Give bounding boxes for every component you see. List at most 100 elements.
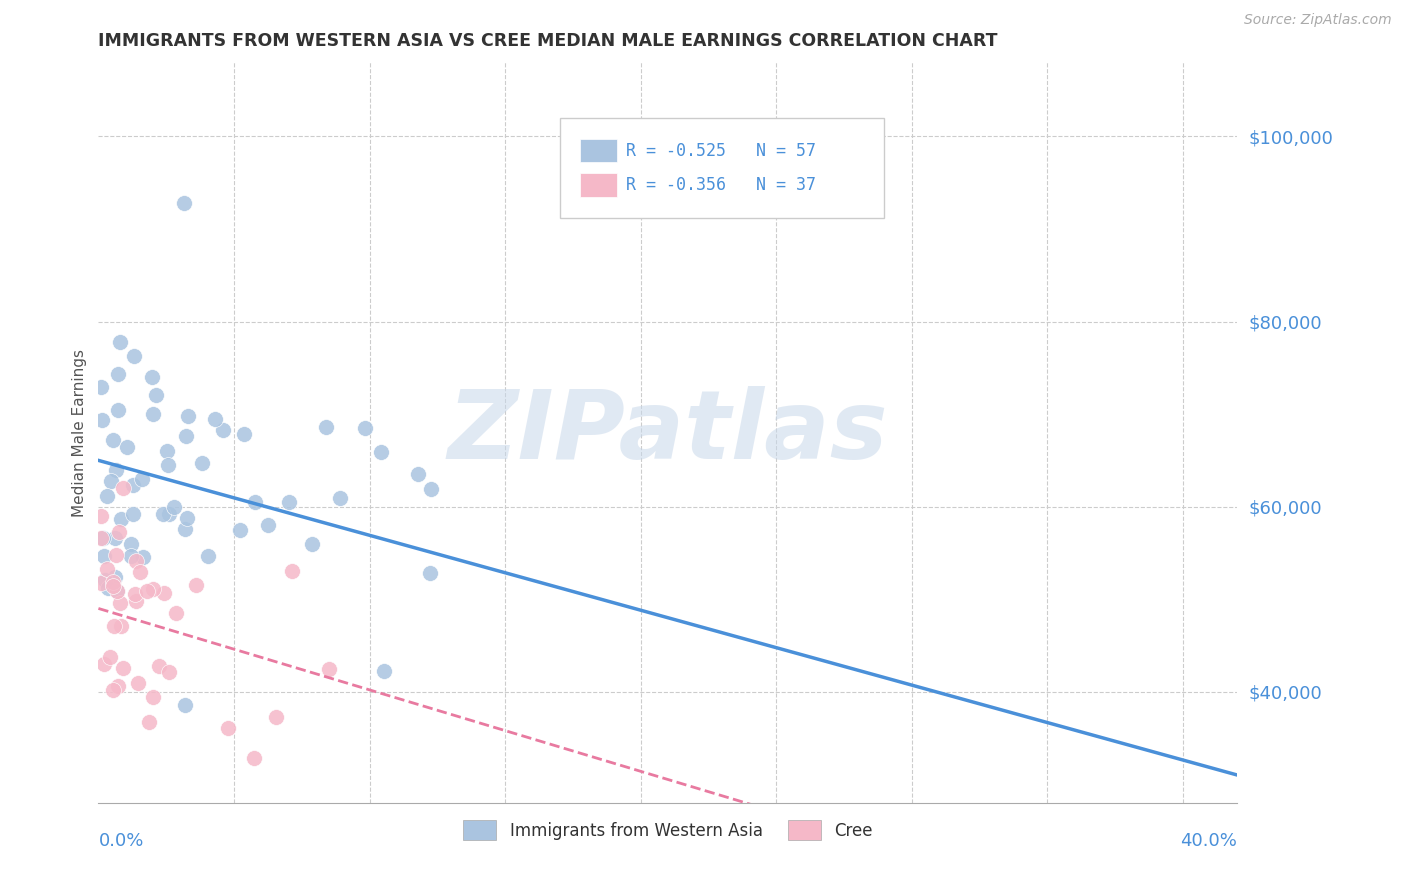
Point [108, 524, 131, 539]
Point [129, 566, 152, 580]
Point [162, 500, 184, 514]
Point [98, 649, 121, 664]
Point [103, 531, 125, 545]
Point [107, 584, 129, 599]
Point [90, 508, 112, 523]
Point [233, 427, 256, 442]
FancyBboxPatch shape [560, 118, 884, 218]
Point [229, 523, 252, 537]
Point [97, 581, 120, 595]
Point [121, 477, 143, 491]
Point [135, 583, 157, 598]
Point [108, 334, 131, 349]
Point [93, 657, 115, 672]
Point [110, 511, 132, 525]
Point [301, 537, 323, 551]
Point [105, 548, 128, 562]
Point [115, 440, 138, 454]
Point [107, 679, 129, 693]
Point [91, 531, 114, 545]
Point [112, 481, 135, 495]
Point [173, 196, 195, 211]
Point [242, 751, 264, 765]
Point [107, 367, 129, 381]
Point [174, 429, 197, 443]
Point [101, 579, 124, 593]
Point [176, 511, 198, 525]
Point [90, 531, 112, 545]
Point [127, 676, 149, 690]
Point [90, 379, 112, 393]
Point [103, 619, 125, 633]
Point [408, 467, 430, 481]
FancyBboxPatch shape [581, 173, 617, 197]
Point [93, 549, 115, 563]
Point [186, 578, 208, 592]
Point [90, 412, 112, 426]
Point [217, 721, 239, 735]
Point [174, 522, 197, 536]
Point [152, 507, 174, 521]
Legend: Immigrants from Western Asia, Cree: Immigrants from Western Asia, Cree [457, 814, 879, 847]
Point [120, 549, 142, 563]
Point [212, 424, 235, 438]
Text: IMMIGRANTS FROM WESTERN ASIA VS CREE MEDIAN MALE EARNINGS CORRELATION CHART: IMMIGRANTS FROM WESTERN ASIA VS CREE MED… [98, 32, 998, 50]
Point [125, 553, 148, 567]
Point [103, 575, 125, 590]
Point [103, 683, 125, 698]
Point [107, 402, 129, 417]
Point [245, 495, 267, 509]
Point [96, 489, 118, 503]
Point [190, 456, 212, 470]
Point [278, 495, 301, 509]
Point [142, 407, 165, 421]
Point [318, 662, 340, 676]
Point [197, 549, 219, 564]
Text: 0.0%: 0.0% [98, 832, 143, 850]
Point [132, 549, 155, 564]
Point [266, 710, 288, 724]
Point [141, 370, 163, 384]
Point [148, 659, 170, 673]
Point [124, 587, 146, 601]
Point [153, 586, 176, 600]
Point [419, 566, 441, 581]
Point [165, 607, 187, 621]
Point [103, 570, 125, 584]
Point [373, 665, 395, 679]
Point [257, 517, 280, 532]
Point [204, 411, 226, 425]
Point [157, 665, 180, 679]
Point [329, 491, 352, 506]
Point [157, 458, 180, 472]
Point [122, 349, 145, 363]
Point [110, 619, 132, 633]
FancyBboxPatch shape [581, 138, 617, 162]
Point [145, 388, 167, 402]
Point [122, 508, 145, 522]
Point [370, 444, 392, 458]
Point [156, 444, 179, 458]
Point [120, 537, 142, 551]
Text: 40.0%: 40.0% [1181, 832, 1237, 850]
Point [111, 661, 134, 675]
Point [315, 420, 337, 434]
Text: ZIPatlas: ZIPatlas [447, 386, 889, 479]
Point [157, 507, 180, 521]
Point [90, 576, 112, 591]
Point [125, 594, 148, 608]
Y-axis label: Median Male Earnings: Median Male Earnings [72, 349, 87, 516]
Point [100, 475, 122, 489]
Point [177, 409, 200, 423]
Point [108, 596, 131, 610]
Point [281, 565, 304, 579]
Point [138, 715, 160, 730]
Point [94, 574, 117, 588]
Point [353, 421, 375, 435]
Point [131, 472, 153, 486]
Point [142, 582, 165, 596]
Text: R = -0.356   N = 37: R = -0.356 N = 37 [626, 177, 815, 194]
Point [105, 584, 128, 599]
Point [142, 690, 165, 704]
Text: Source: ZipAtlas.com: Source: ZipAtlas.com [1244, 13, 1392, 28]
